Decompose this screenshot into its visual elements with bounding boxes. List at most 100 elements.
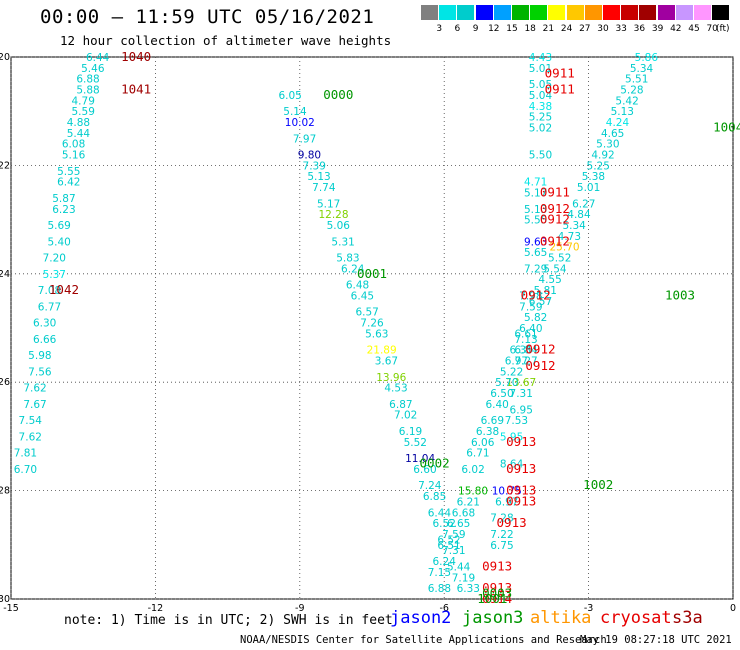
wave-height-value: 4.71 <box>524 177 547 189</box>
wave-height-value: 4.92 <box>591 150 614 162</box>
wave-height-value: 5.70 <box>495 377 518 389</box>
color-scale-label: 6 <box>454 24 461 34</box>
wave-height-value: 7.27 <box>514 356 537 368</box>
color-scale-label: 24 <box>560 24 573 34</box>
wave-height-value: 5.82 <box>524 312 547 324</box>
wave-height-value: 5.55 <box>57 166 80 178</box>
wave-height-value: 13.96 <box>376 372 406 384</box>
wave-height-value: 6.69 <box>481 415 504 427</box>
wave-height-value: 7.15 <box>428 567 451 579</box>
wave-height-value: 21.89 <box>367 345 397 357</box>
wave-height-value: 4.73 <box>558 231 581 243</box>
pass-time-label: 0913 <box>506 483 536 498</box>
color-swatch <box>530 5 548 20</box>
wave-height-value: 5.52 <box>548 253 571 265</box>
wave-height-value: 6.97 <box>495 496 518 508</box>
x-tick-label: -12 <box>148 603 164 614</box>
wave-height-value: 6.42 <box>57 177 80 189</box>
pass-time-label: 0912 <box>525 342 555 357</box>
pass-time-label: 0913 <box>506 493 536 508</box>
wave-height-value: 5.59 <box>72 106 95 118</box>
color-scale-label: 30 <box>597 24 609 34</box>
color-scale-label: 33 <box>615 24 627 34</box>
wave-height-value: 6.50 <box>490 388 513 400</box>
wave-height-value: 5.06 <box>327 220 351 232</box>
pass-time-label: 1004 <box>713 119 740 134</box>
satellite-legend-jason3: jason3 <box>462 608 524 628</box>
wave-height-value: 7.31 <box>510 388 533 400</box>
wave-height-value: 9.80 <box>298 150 321 162</box>
satellite-legend-cryosat: cryosat <box>600 608 672 628</box>
wave-height-value: 5.69 <box>47 220 70 232</box>
y-tick-label: -24 <box>0 269 10 280</box>
wave-height-value: 6.70 <box>14 464 37 476</box>
wave-height-value: 6.57 <box>355 307 378 319</box>
wave-height-value: 5.86 <box>635 52 659 64</box>
wave-height-value: 5.38 <box>582 171 605 183</box>
wave-height-value: 6.84 <box>514 345 538 357</box>
pass-time-label: 0913 <box>506 434 536 449</box>
wave-height-value: 5.98 <box>28 350 51 362</box>
pass-time-label: 0912 <box>521 287 551 302</box>
wave-height-value: 6.40 <box>519 323 542 335</box>
wave-height-value: 6.71 <box>466 448 489 460</box>
pass-time-label: 1040 <box>121 49 151 64</box>
wave-height-value: 7.13 <box>514 334 537 346</box>
color-swatch <box>512 5 529 20</box>
wave-height-value: 5.50 <box>529 150 552 162</box>
wave-height-value: 5.13 <box>524 204 547 216</box>
wave-height-value: 5.37 <box>43 269 66 281</box>
color-swatch <box>566 5 584 20</box>
wave-height-value: 4.84 <box>567 209 591 221</box>
pass-time-label: 0911 <box>545 82 575 97</box>
wave-height-value: 5.83 <box>336 253 359 265</box>
page-subtitle: 12 hour collection of altimeter wave hei… <box>60 33 392 48</box>
wave-height-value: 6.88 <box>428 583 451 595</box>
color-scale-unit: (ft) <box>716 24 730 34</box>
generated-timestamp: May 19 08:27:18 UTC 2021 <box>580 634 732 646</box>
pass-time-label: 0912 <box>540 212 570 227</box>
x-tick-label: -9 <box>295 603 304 614</box>
satellite-legend-altika: altika <box>530 608 592 628</box>
y-tick-label: -20 <box>0 52 10 63</box>
wave-height-value: 6.06 <box>471 437 495 449</box>
wave-height-value: 10.75 <box>492 486 522 498</box>
footnote: note: 1) Time is in UTC; 2) SWH is in fe… <box>64 613 393 628</box>
y-tick-label: -22 <box>0 160 10 171</box>
wave-height-value: 7.53 <box>505 415 528 427</box>
wave-height-value: 5.30 <box>596 139 619 151</box>
y-tick-label: -26 <box>0 377 10 388</box>
color-scale-label: 3 <box>436 24 443 34</box>
wave-height-value: 6.08 <box>62 139 85 151</box>
wave-height-value: 6.65 <box>447 518 470 530</box>
wave-height-value: 7.54 <box>19 415 43 427</box>
color-swatch <box>712 5 730 20</box>
wave-height-value: 3.67 <box>375 356 398 368</box>
wave-height-value: 5.87 <box>52 193 75 205</box>
pass-time-label: 0002 <box>420 456 450 471</box>
wave-height-value: 5.95 <box>500 431 523 443</box>
wave-height-value: 6.21 <box>457 496 480 508</box>
color-swatch <box>439 5 457 20</box>
pass-time-label: 0913 <box>497 515 527 530</box>
wave-height-value: 7.59 <box>519 301 542 313</box>
wave-height-value: 5.44 <box>447 561 471 573</box>
wave-height-value: 4.43 <box>529 52 552 64</box>
wave-height-value: 5.42 <box>615 95 638 107</box>
x-tick-label: -6 <box>439 603 448 614</box>
wave-height-value: 5.81 <box>534 285 557 297</box>
x-tick-label: -3 <box>584 603 593 614</box>
wave-height-value: 4.65 <box>601 128 624 140</box>
wave-height-value: 5.34 <box>562 220 586 232</box>
pass-time-label: 0913 <box>482 558 512 573</box>
wave-height-value: 7.81 <box>14 448 37 460</box>
wave-height-value: 6.52 <box>437 534 460 546</box>
wave-height-value: 7.08 <box>38 285 61 297</box>
wave-height-value: 6.48 <box>346 280 369 292</box>
wave-height-value: 6.45 <box>351 290 374 302</box>
pass-time-label: 1041 <box>121 82 151 97</box>
wave-height-value: 5.16 <box>62 150 86 162</box>
wave-height-value: 6.27 <box>572 198 595 210</box>
page-title: 00:00 – 11:59 UTC 05/16/2021 <box>40 6 375 28</box>
color-swatch <box>675 5 693 20</box>
